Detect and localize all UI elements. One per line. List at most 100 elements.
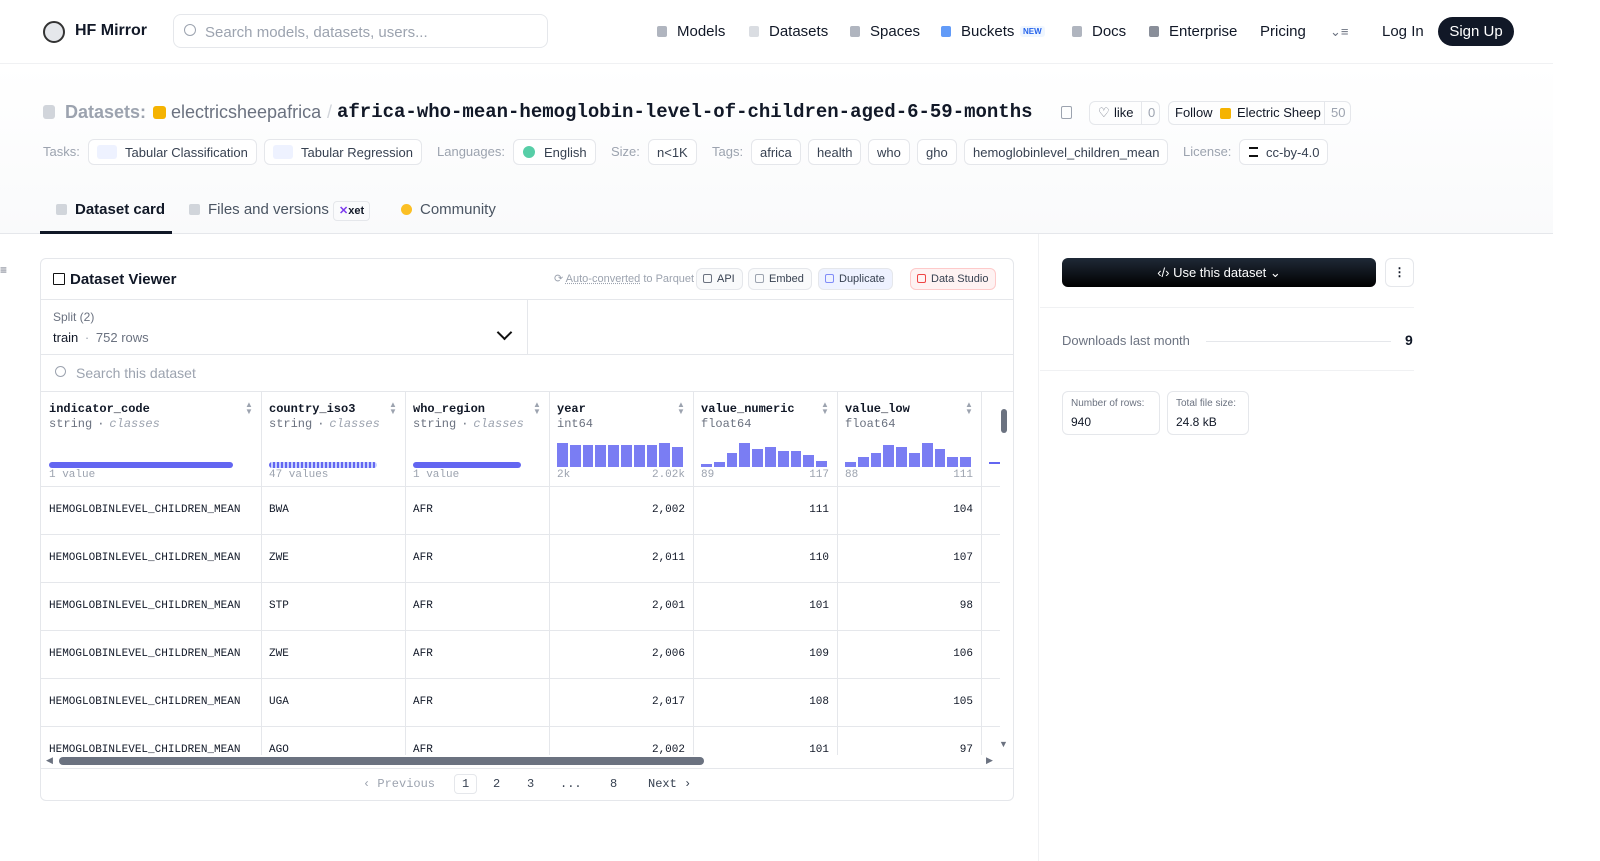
histogram-bar[interactable] [595,445,607,467]
histogram-bar[interactable] [633,445,645,467]
page-link[interactable]: ‹ Previous [363,777,436,791]
tag[interactable]: africa [751,139,801,165]
histogram-bar[interactable] [621,445,632,467]
sort-icon[interactable]: ▲ ▼ [677,400,685,416]
histogram-bar[interactable] [608,445,619,467]
histogram-bar[interactable] [857,457,869,467]
sort-icon[interactable]: ▲ ▼ [821,400,829,416]
header-divider [41,486,1000,487]
histogram-bar[interactable] [960,457,971,467]
histogram-bar[interactable] [790,451,802,467]
signup[interactable]: Sign Up [1438,17,1514,46]
cell: 109 [809,648,829,660]
cell: HEMOGLOBINLEVEL_CHILDREN_MEAN [49,696,241,708]
histogram-bar[interactable] [909,453,920,467]
histogram-bar[interactable] [582,445,594,467]
nav-link[interactable]: Spaces [870,23,921,40]
owner[interactable]: electricsheepafrica [171,102,322,122]
sort-icon[interactable]: ▲ ▼ [533,400,541,416]
histogram-bar[interactable] [883,445,895,467]
tag[interactable]: n<1K [648,139,697,165]
page-link[interactable]: 2 [493,777,501,791]
copy-icon[interactable] [1061,106,1072,119]
sort-icon[interactable]: ▲ ▼ [965,400,973,416]
dataset-name[interactable]: africa-who-mean-hemoglobin-level-of-chil… [337,101,1033,123]
like-button[interactable]: ♡ like 0 [1089,101,1160,125]
h-scroll-arrow[interactable]: ▶ [986,755,993,765]
tag[interactable]: health [808,139,862,165]
h-scroll-arrow[interactable]: ◀ [46,755,53,765]
class-bar[interactable] [269,462,377,468]
class-bar[interactable] [49,462,233,468]
sort-icon[interactable]: ▲ ▼ [389,400,397,416]
logo-icon[interactable] [43,21,65,43]
histogram-bar[interactable] [777,451,789,467]
page-link[interactable]: 3 [527,777,535,791]
nav-link[interactable]: Docs [1092,23,1127,40]
follow-button[interactable]: Follow Electric Sheep 50 [1168,101,1351,125]
histogram-bar[interactable] [870,453,882,467]
viewer-button[interactable]: Embed [748,268,812,290]
viewer-button[interactable]: API [696,268,743,290]
histogram-bar[interactable] [569,445,581,467]
class-bar[interactable] [413,462,521,468]
h-scroll-thumb[interactable] [59,757,704,765]
histogram-bar[interactable] [672,447,683,467]
histogram-bar[interactable] [947,457,959,467]
tag[interactable]: cc-by-4.0 [1239,139,1329,165]
tag[interactable]: Tabular Classification [88,139,257,165]
menu-icon[interactable]: ⌄≡ [1330,24,1349,39]
split-chevron[interactable] [496,324,513,341]
column-type: string · classes [269,417,380,431]
login[interactable]: Log In [1382,23,1424,40]
dataset-search[interactable]: Search this dataset [76,365,196,381]
histogram-bar[interactable] [803,455,815,467]
histogram-bar[interactable] [557,443,568,467]
histogram-bar[interactable] [845,462,856,467]
nav-link[interactable]: Buckets [961,23,1015,40]
tag[interactable]: who [868,139,910,165]
converted-link[interactable]: Auto-converted [565,273,641,285]
cell: HEMOGLOBINLEVEL_CHILDREN_MEAN [49,600,241,612]
use-dataset-button[interactable]: ‹/› Use this dataset ⌄ [1062,258,1376,287]
histogram-bar[interactable] [921,443,933,467]
tab[interactable]: Files and versions [208,201,329,218]
viewer-button[interactable]: Duplicate [818,268,893,290]
page-link[interactable]: 1 [454,774,478,794]
v-scroll-thumb[interactable] [1001,409,1007,433]
histogram-bar[interactable] [659,443,671,467]
toc-icon[interactable]: ≡ [0,263,8,277]
histogram-bar[interactable] [739,443,751,467]
page-link[interactable]: 8 [610,777,618,791]
histogram-bar[interactable] [752,449,763,467]
tab[interactable]: Community [420,201,496,218]
page-link[interactable]: ... [560,777,582,791]
nav-link[interactable]: Models [677,23,726,40]
split-select[interactable]: train · 752 rows [53,330,149,345]
histogram-bar[interactable] [934,449,946,467]
tag[interactable]: Tabular Regression [264,139,423,165]
logo-text[interactable]: HF Mirror [75,22,147,39]
histogram-bar[interactable] [701,464,712,467]
page-link[interactable]: Next › [648,777,692,791]
histogram-bar[interactable] [726,453,738,467]
viewer-button[interactable]: Data Studio [910,268,997,290]
tag[interactable]: English [513,139,596,165]
nav-link[interactable]: Pricing [1260,23,1306,40]
search-box[interactable]: Search models, datasets, users... [173,14,548,48]
histogram-bar[interactable] [816,461,827,467]
v-scroll-arrow[interactable]: ▼ [999,739,1008,749]
more-button[interactable]: ⋮ [1385,258,1414,287]
histogram-bar[interactable] [713,462,725,467]
table: indicator_code ▲ ▼ string · classes 1 value cou… [41,392,1000,755]
nav-link[interactable]: Enterprise [1169,23,1238,40]
tab[interactable]: Dataset card [75,201,166,218]
histogram-bar[interactable] [765,447,776,467]
tag[interactable]: hemoglobinlevel_children_mean [964,139,1169,165]
histogram-bar[interactable] [646,445,658,467]
follow-label: Follow [1175,105,1213,120]
tag[interactable]: gho [917,139,957,165]
sort-icon[interactable]: ▲ ▼ [245,400,253,416]
nav-link[interactable]: Datasets [769,23,829,40]
histogram-bar[interactable] [896,447,907,467]
